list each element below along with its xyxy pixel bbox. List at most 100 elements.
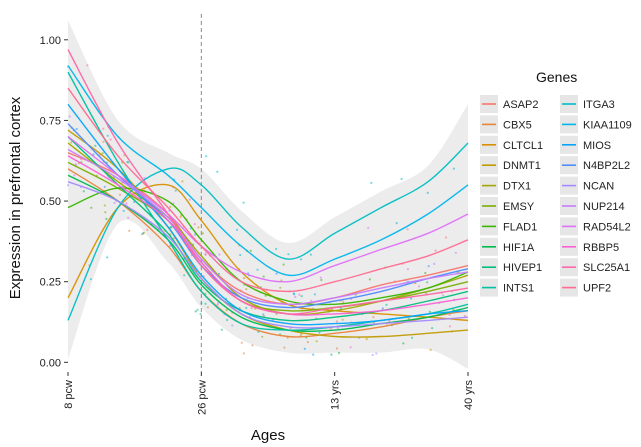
y-tick-label: 0.00: [40, 357, 61, 369]
sample-point: [181, 180, 184, 183]
legend-label-rbbp5: RBBP5: [583, 242, 619, 254]
series-line-rad54l2: [67, 136, 469, 283]
sample-point: [226, 318, 229, 322]
sample-point: [262, 275, 265, 278]
legend-label-dnmt1: DNMT1: [503, 160, 541, 172]
sample-point: [406, 228, 409, 231]
sample-point: [183, 274, 186, 277]
series-line-hif1a: [67, 174, 469, 332]
x-tick-label: 13 yrs: [330, 380, 342, 410]
sample-point: [75, 127, 78, 131]
sample-point: [262, 313, 265, 316]
sample-point: [315, 340, 318, 343]
sample-point: [445, 236, 448, 239]
sample-point: [125, 202, 128, 205]
sample-point: [282, 263, 285, 266]
series-line-nup214: [67, 148, 469, 306]
sample-point: [400, 177, 403, 181]
sample-point: [106, 134, 109, 137]
sample-point: [313, 293, 316, 296]
sample-point: [101, 152, 104, 155]
sample-point: [448, 325, 452, 328]
legend-label-dtx1: DTX1: [503, 181, 531, 193]
sample-point: [298, 293, 301, 296]
sample-point: [70, 141, 73, 144]
sample-point: [375, 352, 378, 355]
legend-label-flad1: FLAD1: [503, 221, 537, 233]
sample-point: [217, 302, 220, 305]
sample-point: [388, 319, 391, 322]
sample-point: [365, 338, 368, 341]
sample-point: [174, 189, 177, 192]
sample-point: [127, 216, 130, 219]
sample-point: [194, 233, 197, 236]
sample-point: [299, 258, 303, 261]
sample-point: [303, 347, 306, 350]
sample-point: [103, 204, 106, 207]
sample-point: [235, 228, 239, 231]
sample-point: [320, 278, 323, 282]
sample-point: [279, 286, 282, 289]
sample-point: [370, 181, 373, 184]
sample-point: [318, 331, 321, 334]
sample-point: [300, 295, 303, 298]
sample-point: [142, 232, 145, 235]
sample-point: [434, 249, 437, 252]
legend-label-asap2: ASAP2: [503, 99, 538, 111]
sample-point: [426, 281, 429, 284]
sample-point: [66, 184, 70, 187]
sample-point: [245, 306, 248, 310]
series-line-itga3: [67, 142, 469, 321]
sample-point: [250, 307, 253, 310]
sample-point: [335, 320, 338, 323]
sample-point: [225, 309, 228, 312]
sample-point: [206, 306, 209, 309]
sample-point: [193, 223, 196, 226]
sample-point: [367, 226, 370, 229]
sample-point: [118, 193, 122, 196]
axes: 0.00 0.25 0.50 0.75 1.00 8 pcw 26 pcw 13 yrs 40 …: [40, 35, 475, 415]
sample-point: [385, 303, 388, 306]
sample-point: [231, 324, 234, 327]
sample-point: [104, 211, 107, 214]
legend-label-emsy: EMSY: [503, 201, 535, 213]
sample-point: [249, 249, 252, 252]
sample-point: [431, 327, 434, 330]
sample-point: [441, 294, 445, 297]
series-line-asap2: [67, 152, 469, 306]
sample-point: [199, 312, 202, 316]
sample-point: [242, 352, 245, 355]
sample-point: [337, 351, 341, 355]
confidence-band: [68, 20, 468, 369]
sample-point: [94, 144, 97, 147]
sample-point: [454, 251, 457, 254]
sample-point: [179, 215, 182, 219]
sample-point: [275, 272, 278, 275]
series-line-cltcl1: [67, 183, 469, 322]
sample-point: [287, 253, 290, 256]
sample-point: [330, 353, 333, 356]
sample-point: [220, 328, 223, 331]
x-tick-label: 26 pcw: [196, 380, 208, 415]
sample-point: [417, 285, 421, 288]
legend-label-itga3: ITGA3: [583, 99, 615, 111]
sample-point: [204, 302, 207, 305]
series-line-ncan: [67, 181, 469, 329]
sample-point: [251, 344, 254, 347]
sample-point: [275, 247, 278, 251]
sample-point: [168, 244, 172, 248]
sample-point: [86, 64, 89, 67]
y-tick-label: 0.75: [40, 115, 61, 127]
legend: ASAP2 CBX5 CLTCL1 DNMT1 DTX1 EMSY FLAD1 HIF1A HI…: [480, 95, 632, 297]
series-line-slc25a1: [67, 49, 469, 315]
sample-point: [242, 277, 246, 280]
x-axis-title: Ages: [251, 427, 285, 444]
legend-label-mios: MIOS: [583, 140, 611, 152]
sample-point: [109, 138, 112, 141]
series-line-upf2: [67, 87, 469, 293]
sample-point: [407, 317, 410, 320]
sample-point: [239, 253, 242, 257]
sample-point: [294, 295, 297, 298]
sample-point: [113, 201, 116, 205]
